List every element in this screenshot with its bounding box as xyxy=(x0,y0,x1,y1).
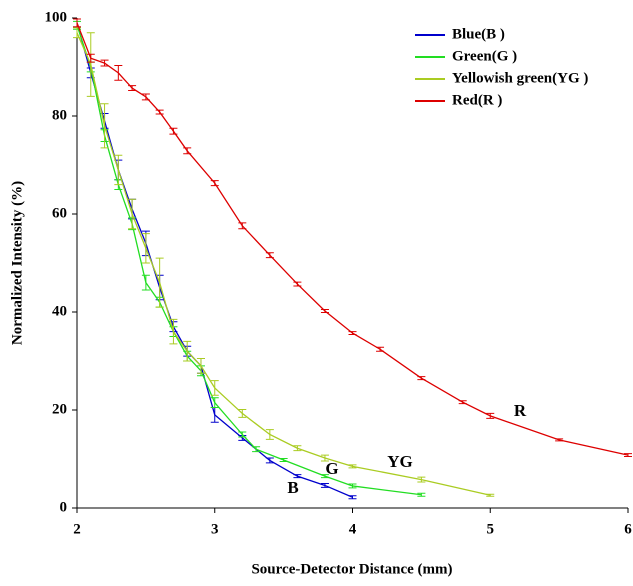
error-bar xyxy=(348,483,357,489)
series-line xyxy=(76,22,629,456)
error-bar xyxy=(114,154,123,186)
legend-label: Blue(B ) xyxy=(452,26,505,42)
error-bar xyxy=(376,346,385,352)
y-axis-label: Normalized Intensity (%) xyxy=(9,181,25,345)
y-tick-label: 0 xyxy=(60,499,68,515)
series-line xyxy=(76,32,491,496)
annotation: G xyxy=(325,459,338,478)
y-tick-label: 40 xyxy=(52,303,67,319)
error-bar xyxy=(320,483,329,488)
error-bar xyxy=(458,400,467,405)
error-bar xyxy=(169,127,178,135)
legend-label: Red(R ) xyxy=(452,92,502,108)
error-bar xyxy=(265,457,274,464)
error-bar xyxy=(279,458,288,462)
y-tick-label: 60 xyxy=(52,205,67,221)
error-bar xyxy=(141,274,150,291)
error-bar xyxy=(100,103,109,149)
error-bar xyxy=(114,65,123,81)
error-bar xyxy=(348,464,357,469)
error-bar xyxy=(86,32,95,97)
error-bar xyxy=(210,380,219,396)
error-bar xyxy=(624,453,632,458)
annotation: B xyxy=(287,478,298,497)
error-bar xyxy=(555,438,564,442)
error-bar xyxy=(293,445,302,452)
error-bar xyxy=(417,492,426,497)
x-tick-label: 2 xyxy=(73,521,81,537)
error-bar xyxy=(293,281,302,287)
error-bar xyxy=(86,53,95,63)
error-bar xyxy=(141,233,150,264)
error-bar xyxy=(128,85,137,92)
error-bar xyxy=(265,252,274,259)
error-bar xyxy=(320,474,329,479)
error-bar xyxy=(293,474,302,479)
error-bar xyxy=(348,331,357,336)
annotation: YG xyxy=(387,452,413,471)
error-bar xyxy=(265,429,274,440)
error-bar xyxy=(348,495,357,500)
error-bar xyxy=(141,93,150,101)
legend-label: Green(G ) xyxy=(452,48,517,64)
error-bar xyxy=(210,407,219,423)
annotation: R xyxy=(514,401,527,420)
error-bar xyxy=(320,309,329,313)
error-bar xyxy=(196,358,205,374)
error-bar xyxy=(128,198,137,230)
x-tick-label: 3 xyxy=(211,521,219,537)
y-tick-label: 100 xyxy=(45,9,68,25)
y-tick-label: 20 xyxy=(52,401,67,417)
y-tick-label: 80 xyxy=(52,107,67,123)
error-bar xyxy=(155,109,164,115)
error-bar xyxy=(417,376,426,381)
error-bar xyxy=(169,318,178,345)
error-bar xyxy=(238,431,247,438)
error-bar xyxy=(238,409,247,418)
error-bar xyxy=(155,257,164,308)
error-bar xyxy=(252,446,261,453)
x-axis-label: Source-Detector Distance (mm) xyxy=(251,561,452,577)
error-bar xyxy=(73,18,81,28)
error-bar xyxy=(320,454,329,462)
error-bar xyxy=(73,27,81,39)
error-bar xyxy=(100,59,109,67)
series-line xyxy=(76,25,422,496)
x-tick-label: 6 xyxy=(624,521,632,537)
error-bar xyxy=(486,412,495,419)
error-bar xyxy=(210,180,219,187)
error-bar xyxy=(183,340,192,362)
error-bar xyxy=(210,397,219,409)
error-bar xyxy=(417,476,426,483)
error-bar xyxy=(238,222,247,230)
legend-label: Yellowish green(YG ) xyxy=(452,70,588,86)
series-line xyxy=(76,22,353,498)
x-tick-label: 5 xyxy=(487,521,495,537)
error-bar xyxy=(486,493,495,497)
error-bar xyxy=(183,147,192,155)
x-tick-label: 4 xyxy=(349,521,357,537)
